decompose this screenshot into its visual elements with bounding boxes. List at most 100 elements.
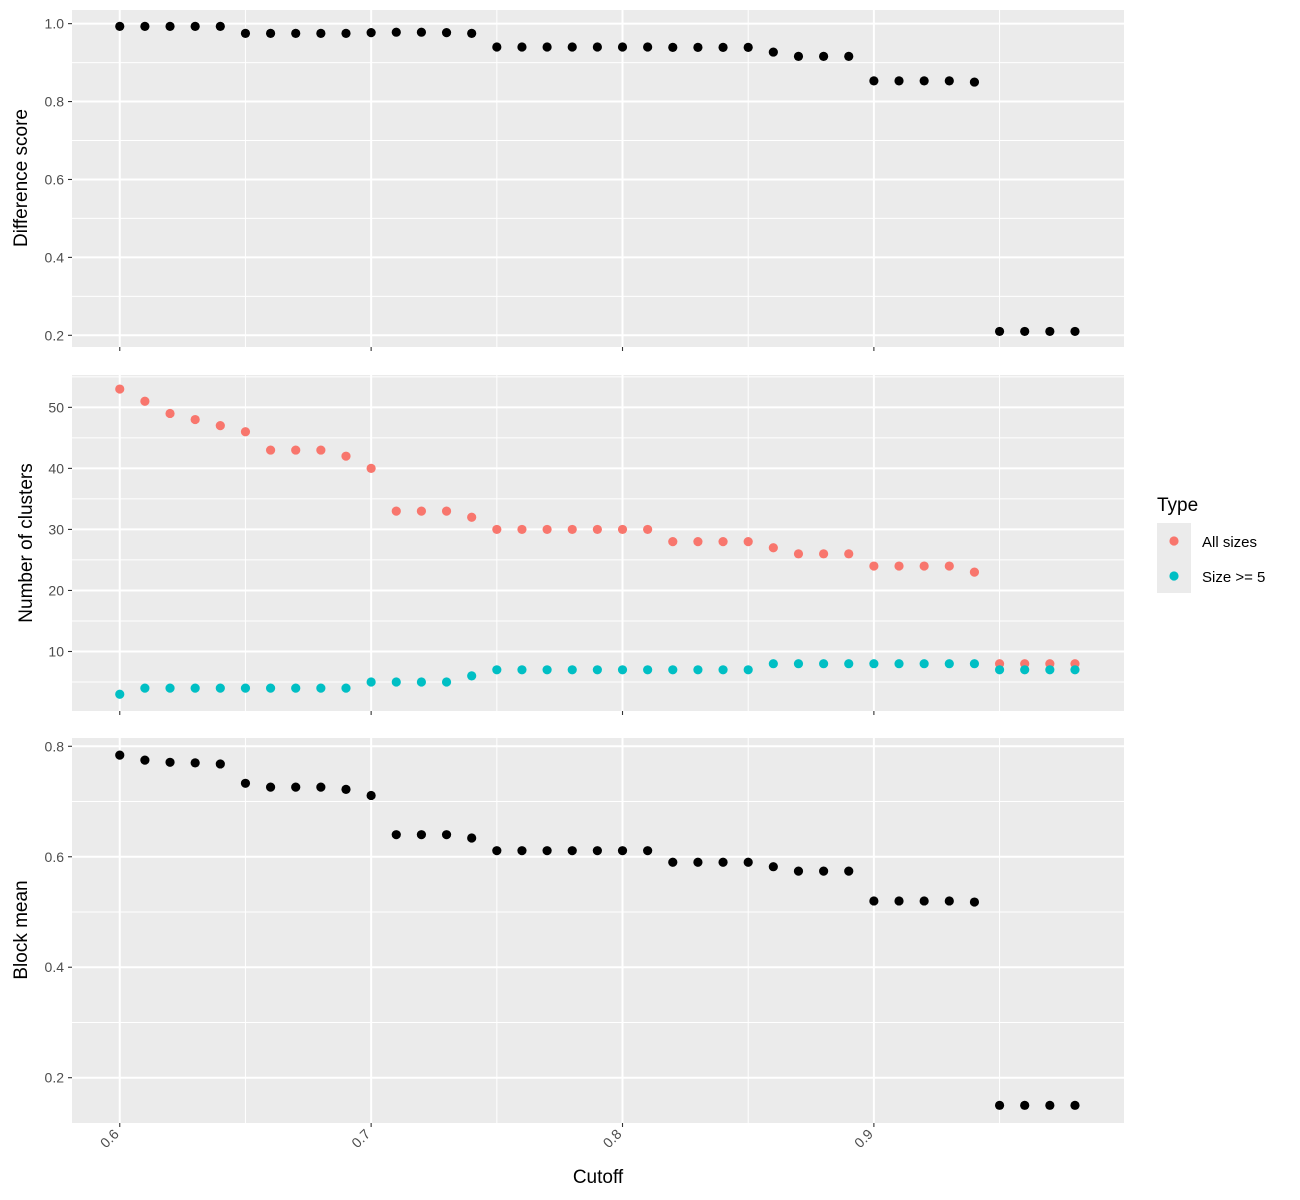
data-point bbox=[291, 445, 301, 455]
y-tick-label: 50 bbox=[48, 399, 64, 415]
data-point bbox=[441, 830, 452, 840]
data-point bbox=[366, 463, 376, 473]
ylabel-block-mean: Block mean bbox=[11, 880, 32, 979]
data-point bbox=[265, 683, 276, 693]
data-point bbox=[944, 76, 954, 86]
data-point bbox=[743, 42, 753, 53]
data-point bbox=[793, 549, 804, 559]
data-point bbox=[592, 42, 602, 52]
data-point bbox=[743, 857, 753, 867]
data-point bbox=[869, 561, 879, 571]
y-tick-label: 0.2 bbox=[45, 1070, 65, 1086]
data-point bbox=[1020, 665, 1030, 675]
data-point bbox=[441, 677, 452, 687]
data-points bbox=[115, 384, 1080, 699]
data-point bbox=[668, 42, 678, 53]
data-point bbox=[240, 427, 251, 437]
data-point bbox=[643, 846, 653, 856]
data-point bbox=[1070, 665, 1080, 675]
data-point bbox=[467, 833, 477, 843]
data-point bbox=[693, 537, 703, 547]
y-tick-label: 0.8 bbox=[45, 738, 65, 754]
data-point bbox=[240, 778, 251, 788]
data-point bbox=[994, 665, 1005, 675]
x-tick-label: 0.8 bbox=[600, 1126, 625, 1151]
legend-key-size-5-plus bbox=[1169, 571, 1179, 581]
data-point bbox=[844, 866, 854, 876]
data-point bbox=[668, 537, 678, 547]
data-point bbox=[190, 758, 200, 768]
data-point bbox=[341, 683, 351, 693]
data-points bbox=[115, 750, 1080, 1110]
xlabel-cutoff: Cutoff bbox=[573, 1167, 624, 1188]
data-point bbox=[743, 665, 753, 675]
data-point bbox=[391, 830, 401, 840]
data-point bbox=[617, 846, 628, 856]
data-point bbox=[467, 671, 477, 681]
data-point bbox=[869, 76, 879, 86]
data-point bbox=[768, 862, 778, 872]
data-point bbox=[592, 846, 602, 856]
ylabel-number-of-clusters: Number of clusters bbox=[16, 463, 37, 622]
data-point bbox=[492, 846, 502, 856]
data-point bbox=[617, 665, 628, 675]
data-point bbox=[542, 42, 552, 52]
data-point bbox=[869, 896, 879, 906]
ylabel-difference-score: Difference score bbox=[11, 109, 32, 247]
data-point bbox=[291, 683, 301, 693]
data-point bbox=[793, 659, 804, 669]
panel-background bbox=[72, 375, 1124, 711]
legend: Type All sizes Size >= 5 bbox=[1157, 495, 1265, 593]
data-point bbox=[467, 512, 477, 522]
data-point bbox=[668, 857, 678, 867]
data-point bbox=[969, 659, 980, 669]
data-point bbox=[643, 665, 653, 675]
data-point bbox=[366, 790, 376, 801]
x-tick-label: 0.9 bbox=[851, 1126, 876, 1151]
data-point bbox=[190, 414, 200, 425]
y-tick-label: 0.6 bbox=[45, 849, 65, 865]
data-point bbox=[215, 421, 225, 431]
data-point bbox=[617, 524, 628, 535]
data-point bbox=[140, 21, 150, 31]
data-point bbox=[291, 782, 301, 792]
data-point bbox=[115, 21, 125, 31]
data-point bbox=[341, 784, 351, 794]
gridlines bbox=[72, 10, 1124, 347]
data-point bbox=[1020, 326, 1030, 337]
data-point bbox=[567, 524, 577, 535]
data-point bbox=[215, 759, 225, 769]
data-point bbox=[316, 782, 326, 792]
data-point bbox=[567, 42, 577, 52]
data-point bbox=[718, 665, 728, 675]
y-tick-label: 0.6 bbox=[45, 171, 65, 187]
data-point bbox=[894, 896, 904, 906]
data-point bbox=[416, 677, 427, 687]
data-point bbox=[115, 384, 125, 394]
legend-key-all-sizes bbox=[1169, 536, 1179, 546]
data-point bbox=[291, 28, 301, 38]
data-point bbox=[316, 445, 326, 455]
data-point bbox=[517, 846, 527, 856]
data-point bbox=[768, 543, 778, 553]
data-point bbox=[265, 28, 276, 38]
data-points bbox=[115, 21, 1080, 337]
data-point bbox=[793, 866, 804, 876]
legend-title: Type bbox=[1157, 495, 1198, 516]
data-point bbox=[441, 27, 452, 38]
data-point bbox=[693, 857, 703, 867]
data-point bbox=[140, 755, 150, 765]
gridlines bbox=[72, 375, 1124, 711]
data-point bbox=[643, 42, 653, 52]
data-point bbox=[165, 757, 175, 767]
y-tick-label: 0.8 bbox=[45, 94, 65, 110]
axes: 10 20 30 40 50 bbox=[48, 399, 875, 715]
data-point bbox=[215, 683, 225, 693]
data-point bbox=[190, 683, 200, 693]
data-point bbox=[240, 28, 251, 38]
data-point bbox=[969, 567, 980, 577]
data-point bbox=[944, 896, 954, 906]
data-point bbox=[819, 866, 829, 876]
data-point bbox=[592, 665, 602, 675]
data-point bbox=[341, 451, 351, 461]
